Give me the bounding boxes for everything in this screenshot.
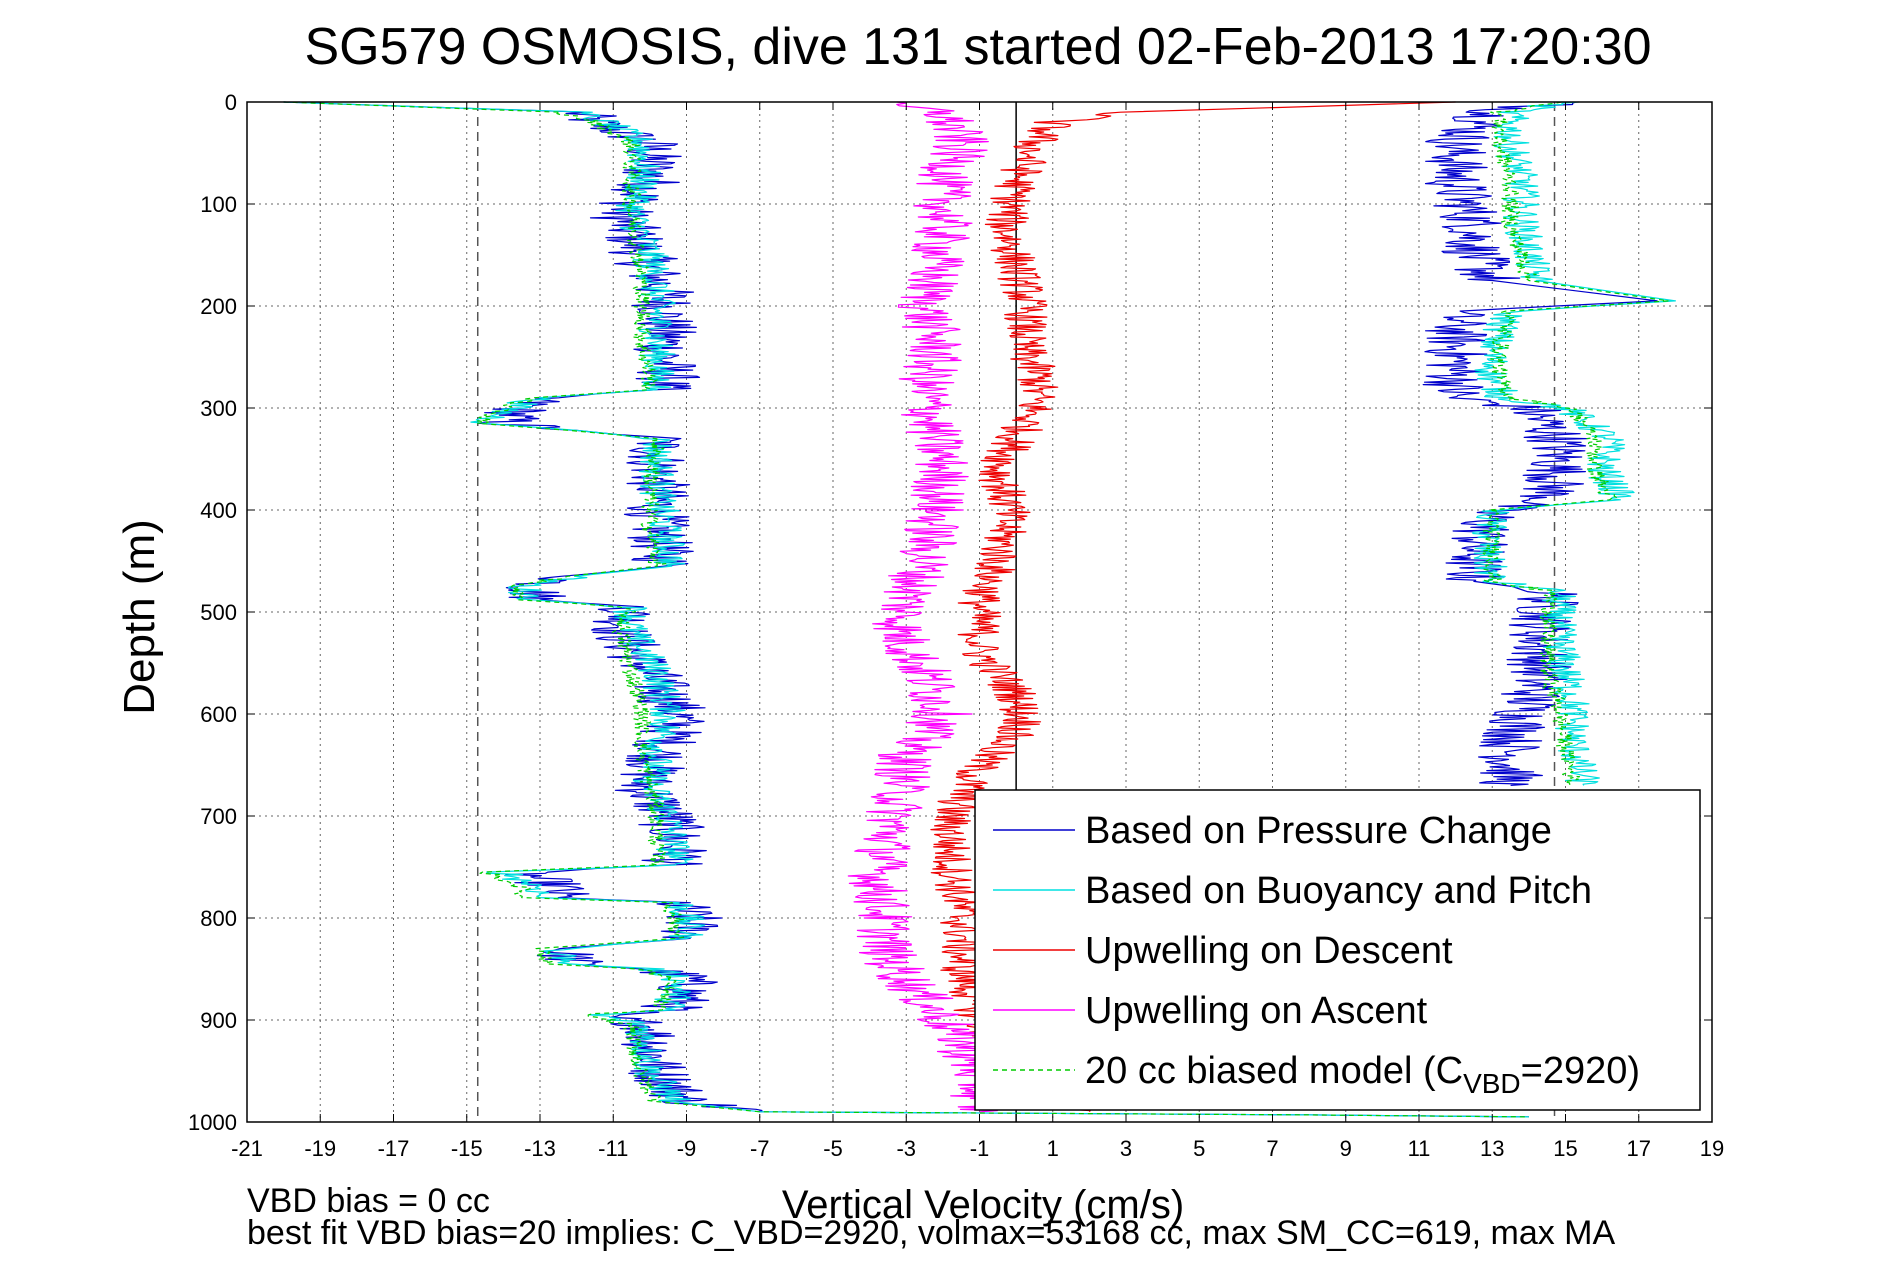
x-tick-label: -13	[524, 1136, 556, 1161]
x-tick-label: 9	[1340, 1136, 1352, 1161]
series-upwelling-on-descent	[930, 101, 1456, 1113]
x-axis-ticks: -21 -19 -17 -15 -13 -11 -9 -7 -5 -3 -1 1 3 5 7 9 11 13 15 1…	[231, 102, 1724, 1161]
y-tick-label: 700	[200, 804, 237, 829]
y-tick-label: 300	[200, 396, 237, 421]
series-line-descent	[283, 101, 1529, 1118]
chart-title: SG579 OSMOSIS, dive 131 started 02-Feb-2…	[304, 18, 1651, 76]
annotation-vbd-bias: VBD bias = 0 cc	[247, 1182, 490, 1220]
legend-entry-label: 20 cc biased model (CVBD=2920)	[1085, 1050, 1640, 1099]
x-tick-label: -19	[304, 1136, 336, 1161]
y-tick-label: 900	[200, 1008, 237, 1033]
x-tick-label: 11	[1408, 1136, 1431, 1161]
x-tick-label: -11	[598, 1136, 628, 1161]
x-tick-label: -3	[896, 1136, 916, 1161]
series-line-ascent	[1472, 101, 1676, 786]
x-tick-label: 5	[1193, 1136, 1205, 1161]
y-tick-label: 800	[200, 906, 237, 931]
x-tick-label: -9	[677, 1136, 697, 1161]
legend-entry-label: Upwelling on Ascent	[1085, 990, 1428, 1032]
x-tick-label: 13	[1480, 1136, 1504, 1161]
y-tick-label: 400	[200, 498, 237, 523]
y-tick-label: 600	[200, 702, 237, 727]
x-tick-label: -21	[231, 1136, 263, 1161]
series-layer	[283, 101, 1676, 1118]
series-based-on-buoyancy-and-pitch	[283, 101, 1676, 1118]
legend-box	[974, 789, 1701, 1111]
y-tick-label: 1000	[188, 1110, 237, 1135]
x-axis-label: Vertical Velocity (cm/s)	[782, 1183, 1184, 1227]
legend-entry-label: Based on Buoyancy and Pitch	[1085, 870, 1592, 912]
x-tick-label: -17	[378, 1136, 410, 1161]
x-tick-label: 15	[1553, 1136, 1577, 1161]
x-tick-label: 1	[1047, 1136, 1059, 1161]
x-tick-label: -7	[750, 1136, 770, 1161]
y-tick-label: 500	[200, 600, 237, 625]
series-line-descent	[847, 101, 1010, 1113]
y-tick-label: 0	[225, 90, 237, 115]
x-tick-label: -5	[823, 1136, 843, 1161]
series-upwelling-on-ascent	[847, 101, 1010, 1113]
series-line-descent	[930, 101, 1456, 1113]
x-tick-label: 7	[1266, 1136, 1278, 1161]
legend: Based on Pressure Change Based on Buoyanc…	[974, 789, 1701, 1111]
x-tick-label: 17	[1627, 1136, 1651, 1161]
y-tick-label: 100	[200, 192, 237, 217]
legend-entry-label: Based on Pressure Change	[1085, 810, 1552, 852]
legend-entry-label: Upwelling on Descent	[1085, 930, 1453, 972]
y-tick-label: 200	[200, 294, 237, 319]
y-axis-label: Depth (m)	[115, 519, 164, 715]
series-line-descent	[283, 101, 1529, 1118]
series-20-cc-biased-model	[283, 101, 1669, 1118]
x-tick-label: -15	[451, 1136, 483, 1161]
y-axis-ticks: 0 100 200 300 400 500 600 700 800 900 1000	[188, 90, 1712, 1135]
x-tick-label: 19	[1700, 1136, 1724, 1161]
series-line-ascent	[1482, 101, 1669, 786]
x-tick-label: -1	[970, 1136, 990, 1161]
x-tick-label: 3	[1120, 1136, 1132, 1161]
annotation-best-fit: best fit VBD bias=20 implies: C_VBD=2920…	[247, 1214, 1616, 1252]
